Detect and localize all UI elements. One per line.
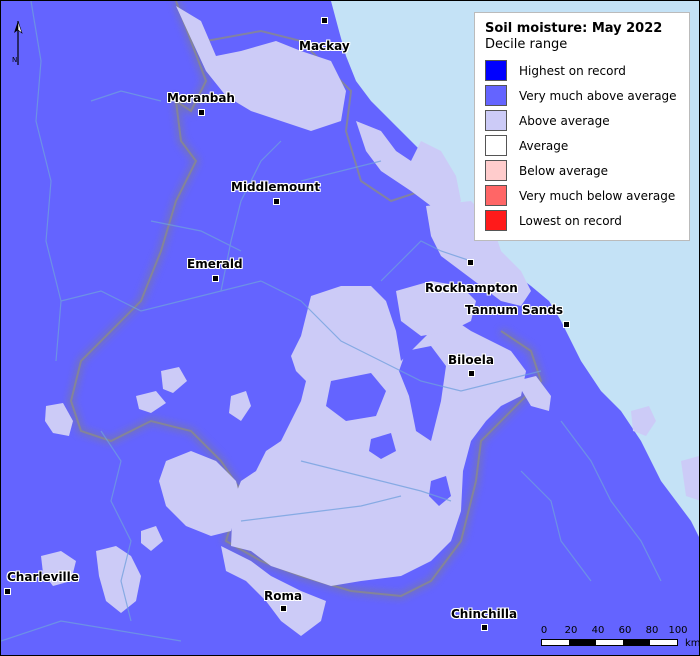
very-much-above-holes [326,346,451,506]
legend-title: Soil moisture: May 2022 [485,21,663,36]
town-label: Tannum Sands [465,303,564,317]
legend-label: Lowest on record [519,213,622,228]
region-coast-north [356,121,461,216]
blob-east-2 [681,456,699,501]
legend-swatch [485,60,507,81]
region-rock-area [396,281,476,336]
town-label: Rockhampton [425,281,518,295]
hole-3 [369,433,396,459]
legend-label: Average [519,138,569,153]
blob-sw-1 [96,546,141,613]
town-marker-icon [467,259,474,266]
town-label: Roma [264,589,303,603]
blob-sw-2 [41,551,76,586]
north-arrow-icon [14,20,23,65]
legend-item: Very much above average [485,83,679,108]
legend-item: Highest on record [485,58,679,83]
legend-swatch [485,135,507,156]
blob-east-3 [516,376,551,411]
legend-item: Very much below average [485,183,679,208]
scale-tick-label: 40 [591,625,605,636]
hole-1 [326,373,386,421]
scale-tick-label: 0 [540,625,548,636]
legend-item: Below average [485,158,679,183]
town-marker-icon [280,605,287,612]
legend-item: Lowest on record [485,208,679,233]
blob-sw-3 [141,526,163,551]
region-north [176,6,346,131]
scale-tick-label: 20 [564,625,578,636]
town-marker-icon [212,275,219,282]
north-arrow-label: N [12,56,18,64]
town-label: Mackay [299,39,350,53]
scale-tick-label: 60 [618,625,632,636]
town-marker-icon [273,198,280,205]
legend-item: Above average [485,108,679,133]
blob-east-1 [631,406,656,436]
town-marker-icon [198,109,205,116]
town-marker-icon [481,624,488,631]
town-label: Biloela [448,353,494,367]
legend-swatch [485,185,507,206]
legend-label: Above average [519,113,610,128]
region-south [221,546,326,636]
town-label: Charleville [7,570,79,584]
town-marker-icon [321,17,328,24]
region-central [231,286,526,586]
region-coast-mid [426,201,531,306]
above-average-regions [41,6,699,636]
blob-west-1 [161,367,187,393]
town-marker-icon [4,588,11,595]
hole-4 [429,476,451,506]
legend-label: Very much above average [519,88,677,103]
legend-swatch [485,110,507,131]
legend-swatch [485,85,507,106]
legend-label: Below average [519,163,609,178]
town-label: Middlemount [231,180,321,194]
hole-2 [399,346,446,441]
legend-swatch [485,160,507,181]
town-label: Chinchilla [451,607,518,621]
region-west-central [159,451,241,536]
town-marker-icon [468,370,475,377]
blob-west-4 [229,391,251,421]
scale-unit: km [685,638,700,649]
rivers [1,1,662,642]
legend-label: Very much below average [519,188,676,203]
legend-label: Highest on record [519,63,626,78]
blob-west-3 [45,403,73,436]
scale-tick-label: 80 [645,625,659,636]
town-label: Emerald [187,257,243,271]
town-label: Moranbah [167,91,235,105]
legend-swatch [485,210,507,231]
scale-tick-label: 100 [668,625,688,636]
legend: Soil moisture: May 2022 Decile range Hig… [474,12,690,241]
blob-west-2 [136,391,166,413]
legend-item: Average [485,133,679,158]
town-marker-icon [563,321,570,328]
legend-subtitle: Decile range [485,37,568,52]
scale-bar-graphic [541,639,678,646]
